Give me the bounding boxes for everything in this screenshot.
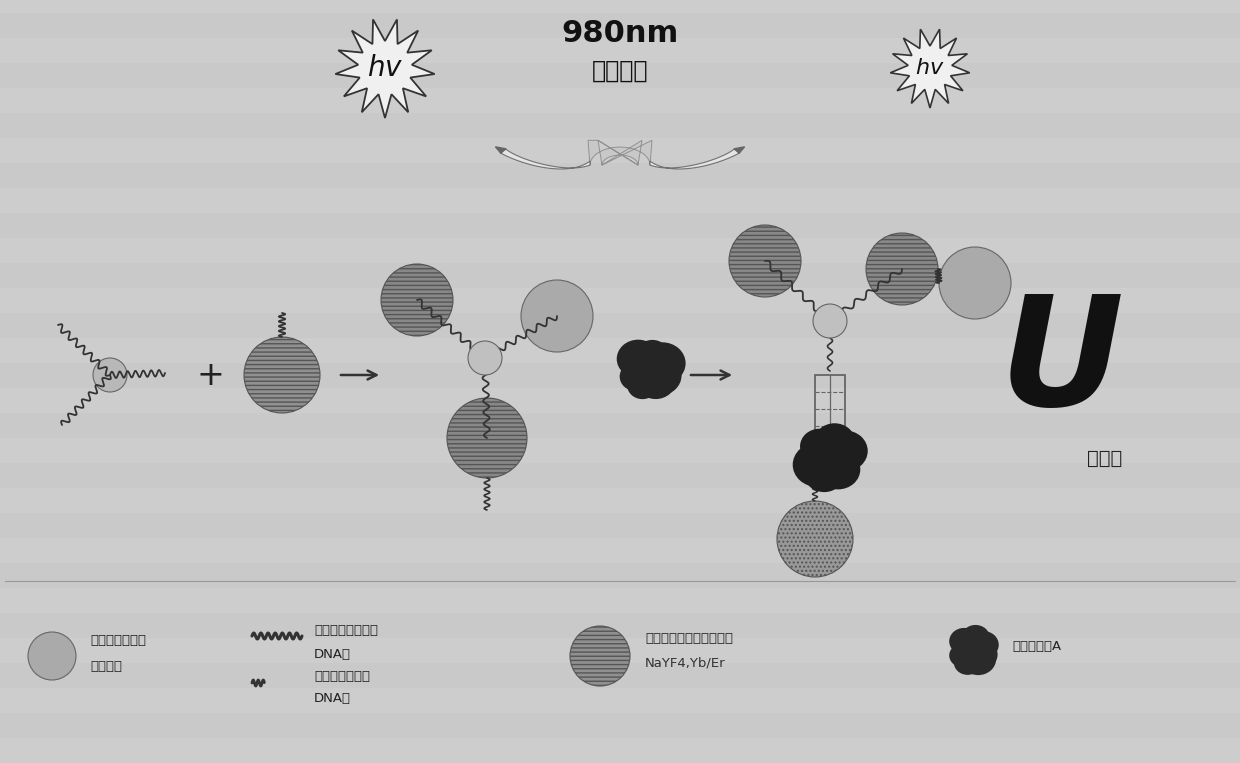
Ellipse shape: [822, 430, 868, 472]
Ellipse shape: [960, 642, 996, 675]
Text: 赭曲霉毒素A: 赭曲霉毒素A: [1012, 639, 1061, 652]
Polygon shape: [500, 148, 590, 169]
Bar: [0, 238, 1240, 263]
Text: U: U: [999, 288, 1123, 437]
Bar: [0, 138, 1240, 163]
Text: 980nm: 980nm: [562, 18, 678, 47]
Bar: [0, 388, 1240, 413]
Ellipse shape: [620, 362, 652, 391]
Ellipse shape: [570, 626, 630, 686]
Polygon shape: [588, 140, 652, 165]
Bar: [0, 188, 1240, 213]
Ellipse shape: [826, 449, 858, 478]
Ellipse shape: [93, 358, 126, 392]
Bar: [0, 613, 1240, 638]
Bar: [0, 288, 1240, 313]
Bar: [0, 213, 1240, 238]
Bar: [0, 488, 1240, 513]
Ellipse shape: [467, 341, 502, 375]
Ellipse shape: [968, 631, 998, 658]
Ellipse shape: [800, 429, 839, 464]
Text: +: +: [196, 359, 224, 391]
Text: 激光激发: 激光激发: [591, 59, 649, 83]
Bar: [0, 738, 1240, 763]
Bar: [0, 0, 1240, 13]
Ellipse shape: [813, 304, 847, 338]
Ellipse shape: [29, 632, 76, 680]
Bar: [0, 38, 1240, 63]
Ellipse shape: [627, 372, 658, 399]
Ellipse shape: [639, 343, 686, 385]
Ellipse shape: [636, 340, 668, 369]
Text: 生物素化的互补: 生物素化的互补: [314, 671, 370, 684]
Bar: [0, 338, 1240, 363]
Text: 磁分离: 磁分离: [1087, 449, 1122, 468]
Text: DNA链: DNA链: [314, 693, 351, 706]
Ellipse shape: [630, 355, 666, 388]
Ellipse shape: [816, 449, 861, 489]
Bar: [0, 363, 1240, 388]
Ellipse shape: [636, 362, 676, 399]
Bar: [0, 538, 1240, 563]
Ellipse shape: [866, 233, 937, 305]
Ellipse shape: [446, 398, 527, 478]
Bar: [0, 713, 1240, 738]
Ellipse shape: [813, 423, 856, 460]
Ellipse shape: [963, 639, 998, 670]
Ellipse shape: [949, 628, 978, 655]
Bar: [0, 588, 1240, 613]
Bar: [815, 375, 844, 443]
Ellipse shape: [807, 437, 843, 469]
Text: 亲和素化的磁性: 亲和素化的磁性: [91, 635, 146, 648]
Bar: [0, 513, 1240, 538]
Ellipse shape: [792, 443, 842, 487]
Ellipse shape: [636, 355, 682, 396]
Bar: [0, 63, 1240, 88]
Text: 纳米材料: 纳米材料: [91, 659, 122, 672]
Polygon shape: [734, 146, 744, 153]
Ellipse shape: [381, 264, 453, 336]
Bar: [0, 688, 1240, 713]
Text: $hv$: $hv$: [367, 54, 403, 82]
Bar: [0, 638, 1240, 663]
Bar: [0, 663, 1240, 688]
Ellipse shape: [955, 635, 982, 658]
Ellipse shape: [521, 280, 593, 352]
Text: 生物素化的适配体: 生物素化的适配体: [314, 624, 378, 638]
Text: NaYF4,Yb/Er: NaYF4,Yb/Er: [645, 656, 725, 669]
Ellipse shape: [961, 625, 990, 651]
Bar: [0, 563, 1240, 588]
Bar: [0, 463, 1240, 488]
Text: $hv$: $hv$: [915, 58, 945, 78]
Polygon shape: [890, 29, 970, 108]
Ellipse shape: [729, 225, 801, 297]
Ellipse shape: [939, 247, 1011, 319]
Bar: [0, 438, 1240, 463]
Bar: [0, 313, 1240, 338]
Bar: [0, 88, 1240, 113]
Bar: [0, 413, 1240, 438]
Text: DNA链: DNA链: [314, 649, 351, 662]
Bar: [0, 13, 1240, 38]
Ellipse shape: [813, 444, 846, 474]
Bar: [0, 113, 1240, 138]
Ellipse shape: [959, 639, 986, 663]
Text: 亲和素修饰的上转换材料: 亲和素修饰的上转换材料: [645, 632, 733, 645]
Ellipse shape: [954, 650, 981, 674]
Ellipse shape: [804, 456, 844, 492]
Bar: [0, 163, 1240, 188]
Ellipse shape: [616, 340, 660, 378]
Ellipse shape: [624, 347, 663, 384]
Polygon shape: [335, 19, 435, 118]
Ellipse shape: [777, 501, 853, 577]
Polygon shape: [650, 148, 740, 169]
Polygon shape: [496, 146, 506, 153]
Ellipse shape: [244, 337, 320, 413]
Bar: [0, 263, 1240, 288]
Ellipse shape: [949, 644, 976, 667]
